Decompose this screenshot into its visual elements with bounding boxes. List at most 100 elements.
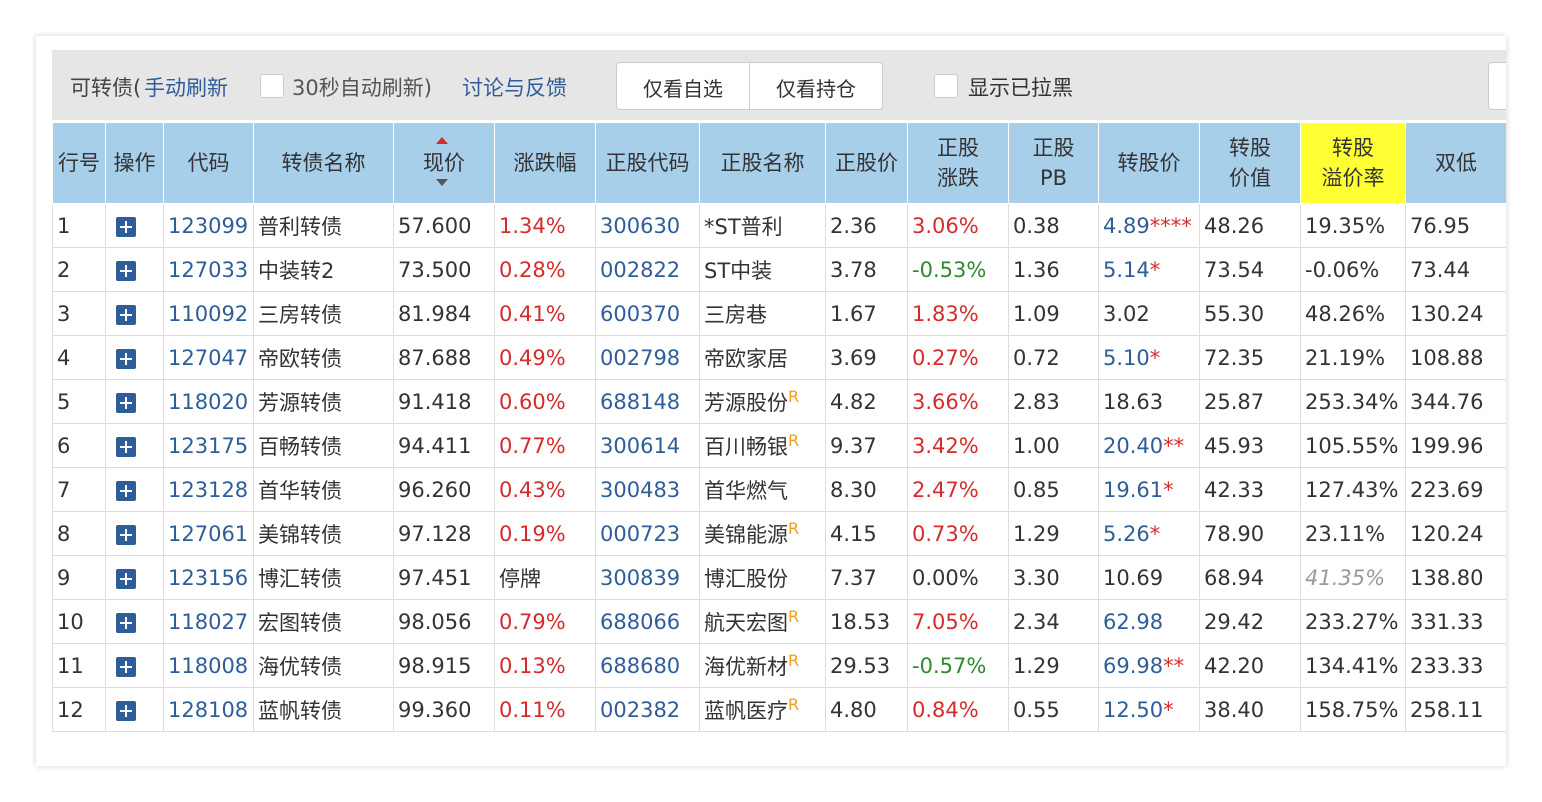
conversion-price-cell: 69.98** <box>1098 643 1200 688</box>
title: 可转债( <box>70 76 142 100</box>
filter-button[interactable]: 仅看自选 <box>643 77 723 101</box>
auto-refresh-label[interactable]: 30秒自动刷新) <box>292 76 432 100</box>
column-header[interactable]: 转股 溢价率 <box>1300 122 1406 204</box>
stock-code[interactable]: 002822 <box>595 247 700 292</box>
column-header[interactable]: 双低 <box>1405 122 1506 204</box>
bond-code[interactable]: 127033 <box>163 247 254 292</box>
filter-button[interactable]: 仅看持仓 <box>749 63 882 109</box>
stock-change: 3.42% <box>907 423 1009 468</box>
bond-code[interactable]: 110092 <box>163 291 254 336</box>
conversion-mark: * <box>1149 345 1161 370</box>
change: 0.60% <box>494 379 596 424</box>
stock-code[interactable]: 600370 <box>595 291 700 336</box>
column-header[interactable]: 涨跌幅 <box>494 122 596 204</box>
dual-low: 258.11 <box>1405 687 1506 732</box>
column-header[interactable]: 正股代码 <box>595 122 700 204</box>
add-button[interactable] <box>116 216 136 237</box>
action-cell <box>105 335 164 380</box>
manual-refresh[interactable]: 手动刷新 <box>144 76 228 100</box>
column-header[interactable]: 操作 <box>105 122 164 204</box>
conversion-price[interactable]: 5.14 <box>1103 257 1150 282</box>
stock-name-cell: 帝欧家居 <box>699 335 826 380</box>
bond-table: 行号 操作 代码 转债名称 现价 涨跌幅 正股代码 正股名称 正股价 正股 涨跌 正股 PB 转股价 转股价… <box>52 122 1506 732</box>
stock-code[interactable]: 002798 <box>595 335 700 380</box>
change: 停牌 <box>494 555 596 600</box>
bond-code[interactable]: 118020 <box>163 379 254 424</box>
stock-change: -0.57% <box>907 643 1009 688</box>
conversion-value: 42.33 <box>1199 467 1301 512</box>
conversion-price[interactable]: 4.89 <box>1103 213 1150 238</box>
column-header[interactable]: 现价 <box>393 122 495 204</box>
conversion-price[interactable]: 5.10 <box>1103 345 1150 370</box>
flag: R <box>788 694 800 714</box>
column-header[interactable]: 正股价 <box>825 122 908 204</box>
bond-code[interactable]: 123128 <box>163 467 254 512</box>
column-header[interactable]: 转股价 <box>1098 122 1200 204</box>
add-button[interactable] <box>116 656 136 677</box>
bond-code[interactable]: 127061 <box>163 511 254 556</box>
column-header[interactable]: 行号 <box>52 122 106 204</box>
add-button[interactable] <box>116 524 136 545</box>
column-header[interactable]: 正股 PB <box>1008 122 1099 204</box>
conversion-price[interactable]: 20.40 <box>1103 433 1164 458</box>
conversion-price[interactable]: 5.26 <box>1103 521 1150 546</box>
conversion-value: 55.30 <box>1199 291 1301 336</box>
add-button[interactable] <box>116 260 136 281</box>
stock-code[interactable]: 300839 <box>595 555 700 600</box>
table-row: 5 118020 芳源转债 91.418 0.60% 688148 芳源股份R 4.82 3.6… <box>52 379 1506 424</box>
action-cell <box>105 643 164 688</box>
column-header[interactable]: 转债名称 <box>253 122 394 204</box>
stock-code[interactable]: 000723 <box>595 511 700 556</box>
column-header[interactable]: 正股名称 <box>699 122 826 204</box>
stock-code[interactable]: 688680 <box>595 643 700 688</box>
conversion-price: 3.02 <box>1103 301 1150 326</box>
premium-rate: 48.26% <box>1300 291 1406 336</box>
add-button[interactable] <box>116 436 136 457</box>
conversion-price[interactable]: 19.61 <box>1103 477 1164 502</box>
stock-code[interactable]: 300483 <box>595 467 700 512</box>
conversion-price-cell: 5.10* <box>1098 335 1200 380</box>
stock-code[interactable]: 688148 <box>595 379 700 424</box>
bond-code[interactable]: 123156 <box>163 555 254 600</box>
add-button[interactable] <box>116 480 136 501</box>
add-button[interactable] <box>116 700 136 721</box>
bond-code[interactable]: 123175 <box>163 423 254 468</box>
price: 91.418 <box>393 379 495 424</box>
add-button[interactable] <box>116 568 136 589</box>
stock-pb: 1.00 <box>1008 423 1099 468</box>
conversion-price[interactable]: 69.98 <box>1103 653 1164 678</box>
add-button[interactable] <box>116 392 136 413</box>
button[interactable] <box>1488 62 1506 110</box>
stock-code[interactable]: 300630 <box>595 203 700 248</box>
stock-pb: 0.72 <box>1008 335 1099 380</box>
column-header[interactable]: 正股 涨跌 <box>907 122 1009 204</box>
column-header[interactable]: 代码 <box>163 122 254 204</box>
bond-code[interactable]: 118027 <box>163 599 254 644</box>
bond-code[interactable]: 123099 <box>163 203 254 248</box>
stock-code[interactable]: 688066 <box>595 599 700 644</box>
add-button[interactable] <box>116 304 136 325</box>
stock-code[interactable]: 300614 <box>595 423 700 468</box>
conversion-price[interactable]: 62.98 <box>1103 609 1164 634</box>
feedback-link[interactable]: 讨论与反馈 <box>462 76 567 100</box>
add-button[interactable] <box>116 348 136 369</box>
stock-name-cell: 蓝帆医疗R <box>699 687 826 732</box>
stock-code[interactable]: 002382 <box>595 687 700 732</box>
row-number: 7 <box>52 467 106 512</box>
column-header[interactable]: 转股 价值 <box>1199 122 1301 204</box>
stock-change: 3.06% <box>907 203 1009 248</box>
stock-change: 0.84% <box>907 687 1009 732</box>
stock-name-cell: 百川畅银R <box>699 423 826 468</box>
bond-code[interactable]: 128108 <box>163 687 254 732</box>
premium-rate: 21.19% <box>1300 335 1406 380</box>
bond-code[interactable]: 127047 <box>163 335 254 380</box>
add-button[interactable] <box>116 612 136 633</box>
conversion-price[interactable]: 12.50 <box>1103 697 1164 722</box>
auto-refresh-checkbox[interactable] <box>260 74 284 98</box>
bond-code[interactable]: 118008 <box>163 643 254 688</box>
dual-low: 138.80 <box>1405 555 1506 600</box>
blacklist-label[interactable]: 显示已拉黑 <box>968 76 1073 100</box>
premium-rate: -0.06% <box>1300 247 1406 292</box>
blacklist-checkbox[interactable] <box>934 74 958 98</box>
stock-pb: 1.36 <box>1008 247 1099 292</box>
